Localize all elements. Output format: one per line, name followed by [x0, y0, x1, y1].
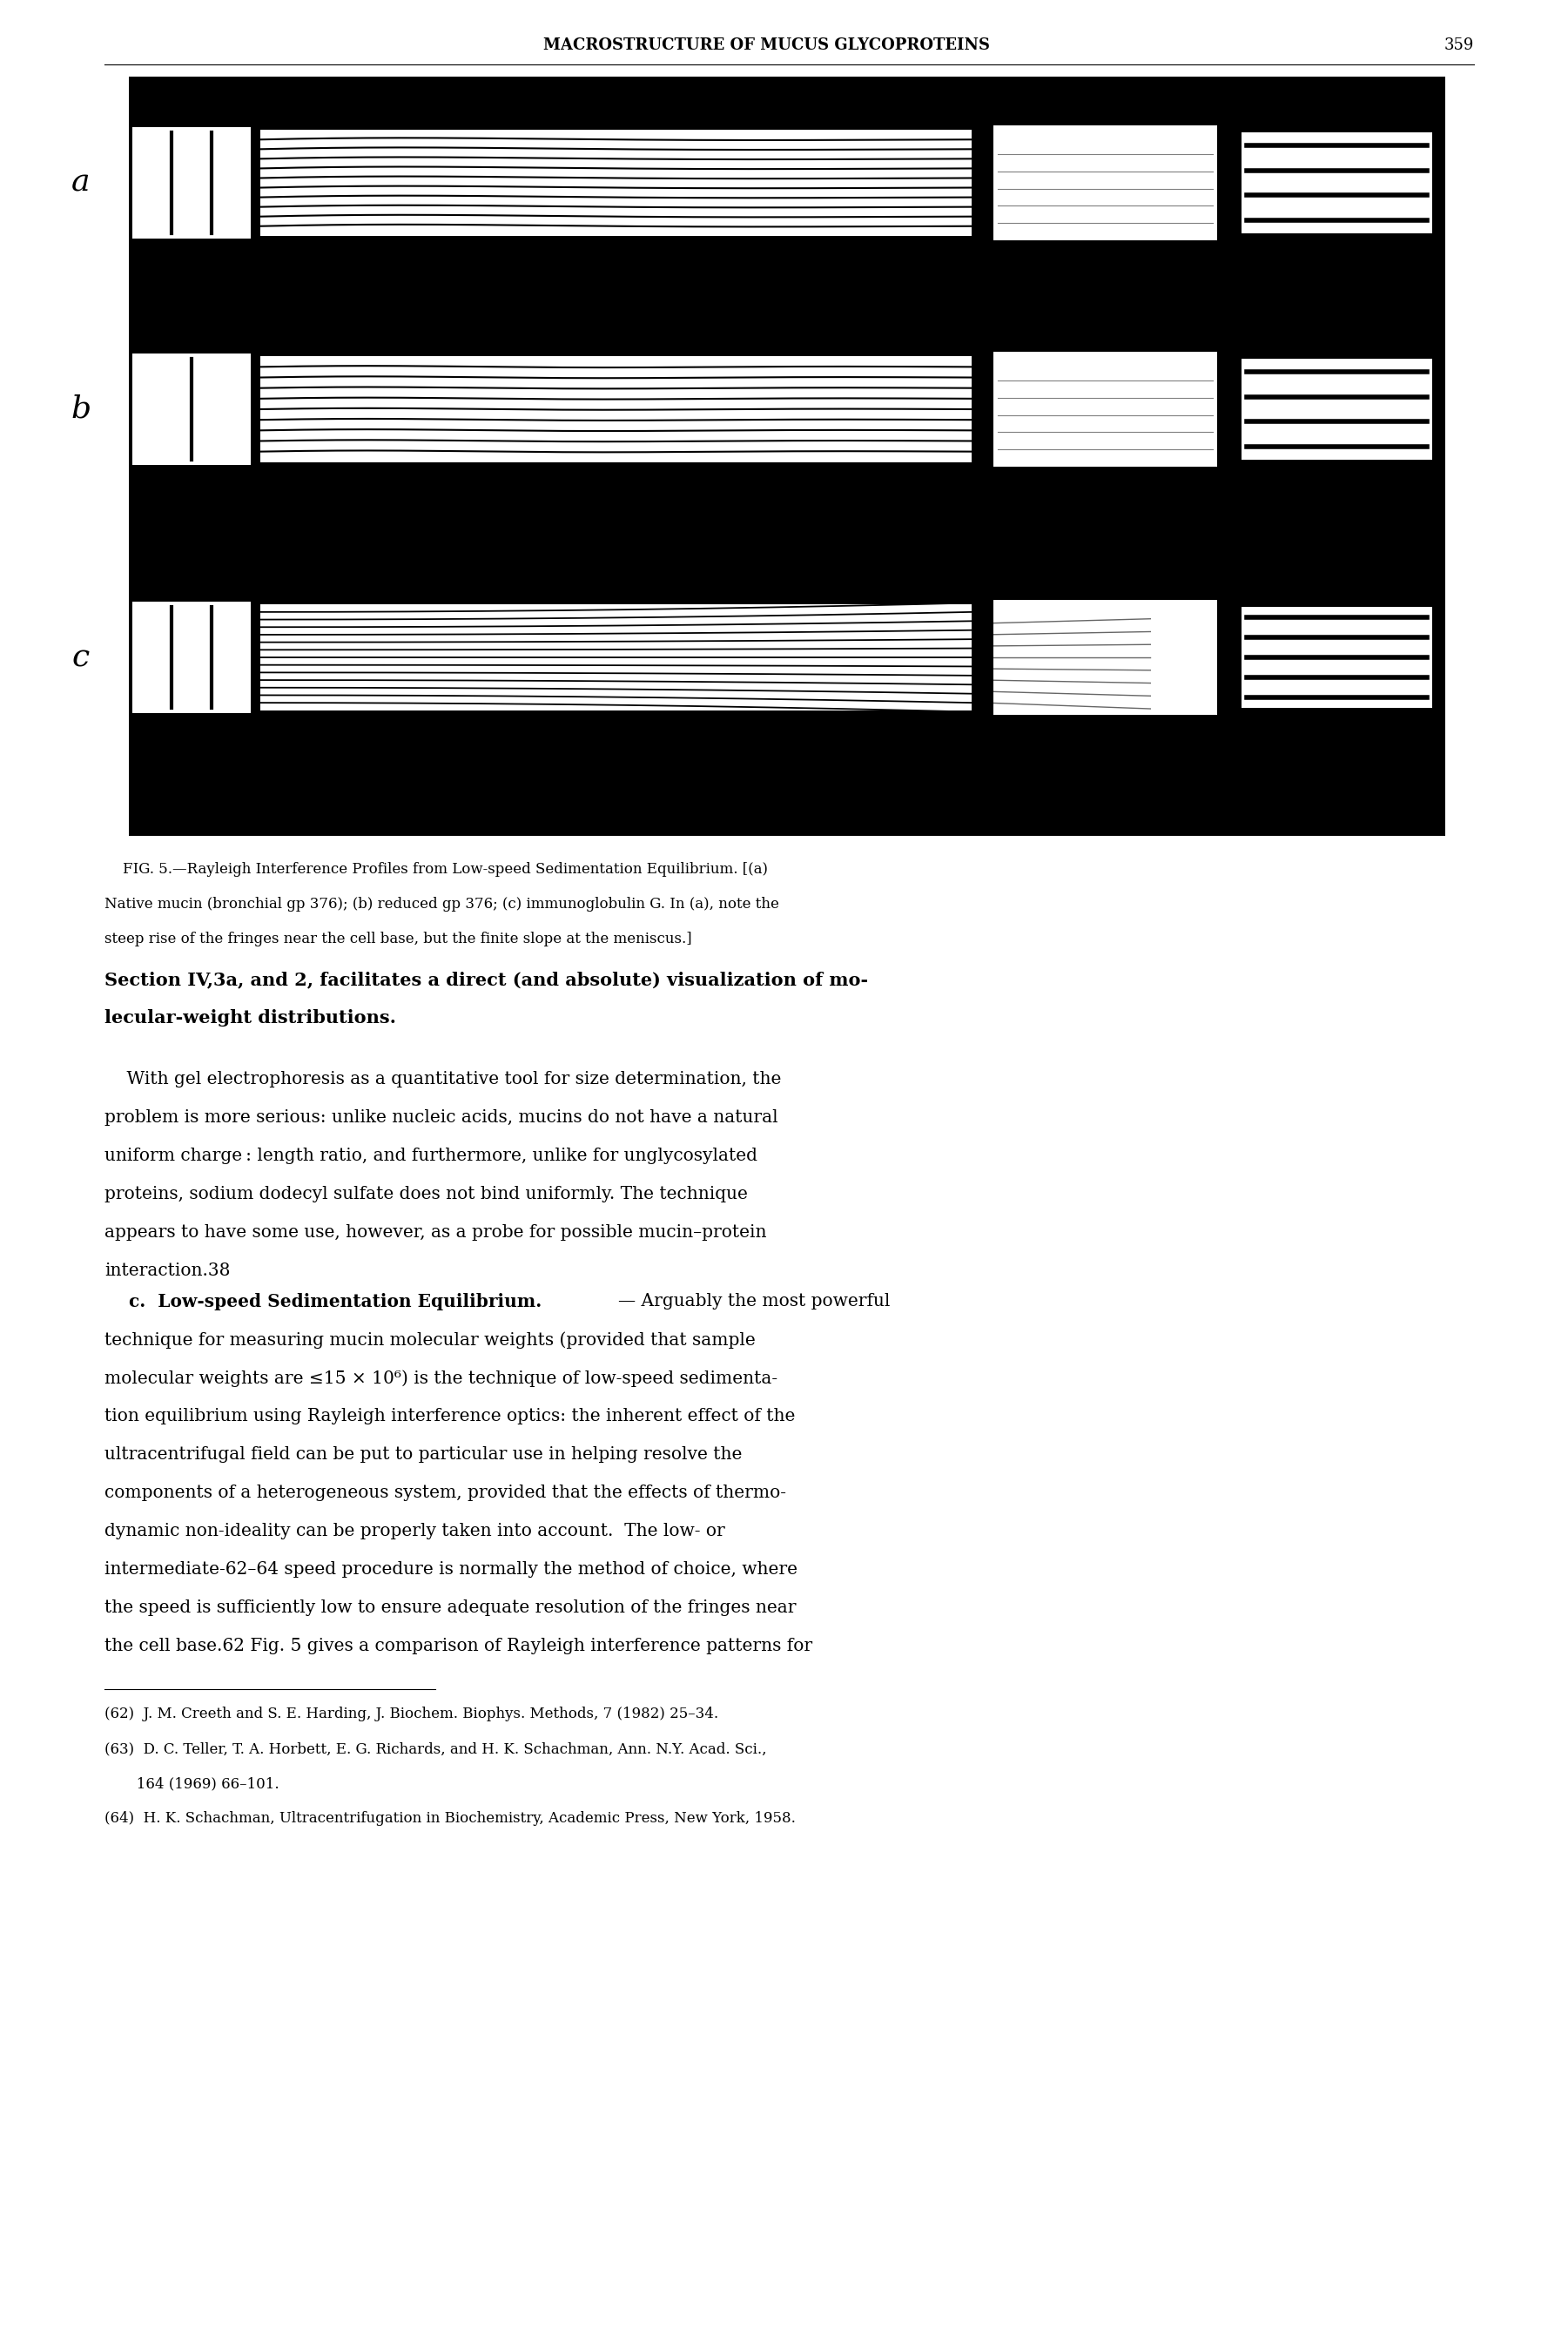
- Text: With gel electrophoresis as a quantitative tool for size determination, the: With gel electrophoresis as a quantitati…: [105, 1072, 781, 1088]
- Text: technique for measuring mucin molecular weights (provided that sample: technique for measuring mucin molecular …: [105, 1332, 756, 1349]
- Text: the speed is sufficiently low to ensure adequate resolution of the fringes near: the speed is sufficiently low to ensure …: [105, 1600, 797, 1617]
- Bar: [1242, 360, 1432, 458]
- Text: Section IV,3a, and 2, facilitates a direct (and absolute) visualization of mo-: Section IV,3a, and 2, facilitates a dire…: [105, 971, 869, 989]
- Text: 164 (1969) 66–101.: 164 (1969) 66–101.: [105, 1777, 279, 1791]
- Bar: [994, 127, 1217, 240]
- Text: — Arguably the most powerful: — Arguably the most powerful: [618, 1293, 891, 1309]
- Text: ultracentrifugal field can be put to particular use in helping resolve the: ultracentrifugal field can be put to par…: [105, 1445, 742, 1462]
- Bar: [994, 352, 1217, 465]
- Bar: [132, 602, 251, 712]
- Text: lecular-weight distributions.: lecular-weight distributions.: [105, 1008, 397, 1027]
- Text: appears to have some use, however, as a probe for possible mucin–protein: appears to have some use, however, as a …: [105, 1224, 767, 1241]
- Text: problem is more serious: unlike nucleic acids, mucins do not have a natural: problem is more serious: unlike nucleic …: [105, 1109, 778, 1126]
- Text: 359: 359: [1444, 38, 1474, 54]
- Bar: [1242, 132, 1432, 233]
- Bar: [1242, 606, 1432, 707]
- Text: dynamic non-ideality can be properly taken into account.  The low- or: dynamic non-ideality can be properly tak…: [105, 1523, 724, 1539]
- Text: b: b: [71, 395, 91, 423]
- Text: interaction.38: interaction.38: [105, 1262, 230, 1278]
- Bar: [260, 604, 971, 710]
- Text: FIG. 5.—Rayleigh Interference Profiles from Low-speed Sedimentation Equilibrium.: FIG. 5.—Rayleigh Interference Profiles f…: [105, 862, 768, 877]
- Text: c.  Low-speed Sedimentation Equilibrium.: c. Low-speed Sedimentation Equilibrium.: [105, 1293, 543, 1311]
- Text: MACROSTRUCTURE OF MUCUS GLYCOPROTEINS: MACROSTRUCTURE OF MUCUS GLYCOPROTEINS: [543, 38, 989, 54]
- Bar: [994, 599, 1217, 714]
- Bar: [132, 127, 251, 240]
- Text: the cell base.62 Fig. 5 gives a comparison of Rayleigh interference patterns for: the cell base.62 Fig. 5 gives a comparis…: [105, 1638, 812, 1654]
- Text: c: c: [72, 642, 89, 672]
- Text: proteins, sodium dodecyl sulfate does not bind uniformly. The technique: proteins, sodium dodecyl sulfate does no…: [105, 1187, 748, 1203]
- Text: components of a heterogeneous system, provided that the effects of thermo-: components of a heterogeneous system, pr…: [105, 1485, 786, 1502]
- Text: Native mucin (bronchial gp 376); (b) reduced gp 376; (c) immunoglobulin G. In (a: Native mucin (bronchial gp 376); (b) red…: [105, 898, 779, 912]
- Text: molecular weights are ≤15 × 10⁶) is the technique of low-speed sedimenta-: molecular weights are ≤15 × 10⁶) is the …: [105, 1370, 778, 1386]
- Text: (62)  J. M. Creeth and S. E. Harding, J. Biochem. Biophys. Methods, 7 (1982) 25–: (62) J. M. Creeth and S. E. Harding, J. …: [105, 1706, 718, 1720]
- Text: uniform charge : length ratio, and furthermore, unlike for unglycosylated: uniform charge : length ratio, and furth…: [105, 1147, 757, 1163]
- Text: steep rise of the fringes near the cell base, but the finite slope at the menisc: steep rise of the fringes near the cell …: [105, 931, 691, 947]
- Bar: [132, 352, 251, 465]
- Text: tion equilibrium using Rayleigh interference optics: the inherent effect of the: tion equilibrium using Rayleigh interfer…: [105, 1408, 795, 1424]
- Text: intermediate-62–64 speed procedure is normally the method of choice, where: intermediate-62–64 speed procedure is no…: [105, 1560, 798, 1577]
- Text: (63)  D. C. Teller, T. A. Horbett, E. G. Richards, and H. K. Schachman, Ann. N.Y: (63) D. C. Teller, T. A. Horbett, E. G. …: [105, 1741, 767, 1755]
- Text: (64)  H. K. Schachman, Ultracentrifugation in Biochemistry, Academic Press, New : (64) H. K. Schachman, Ultracentrifugatio…: [105, 1812, 795, 1826]
- Text: a: a: [72, 169, 91, 197]
- Bar: [260, 357, 971, 463]
- Bar: [260, 129, 971, 235]
- Bar: [129, 78, 1446, 837]
